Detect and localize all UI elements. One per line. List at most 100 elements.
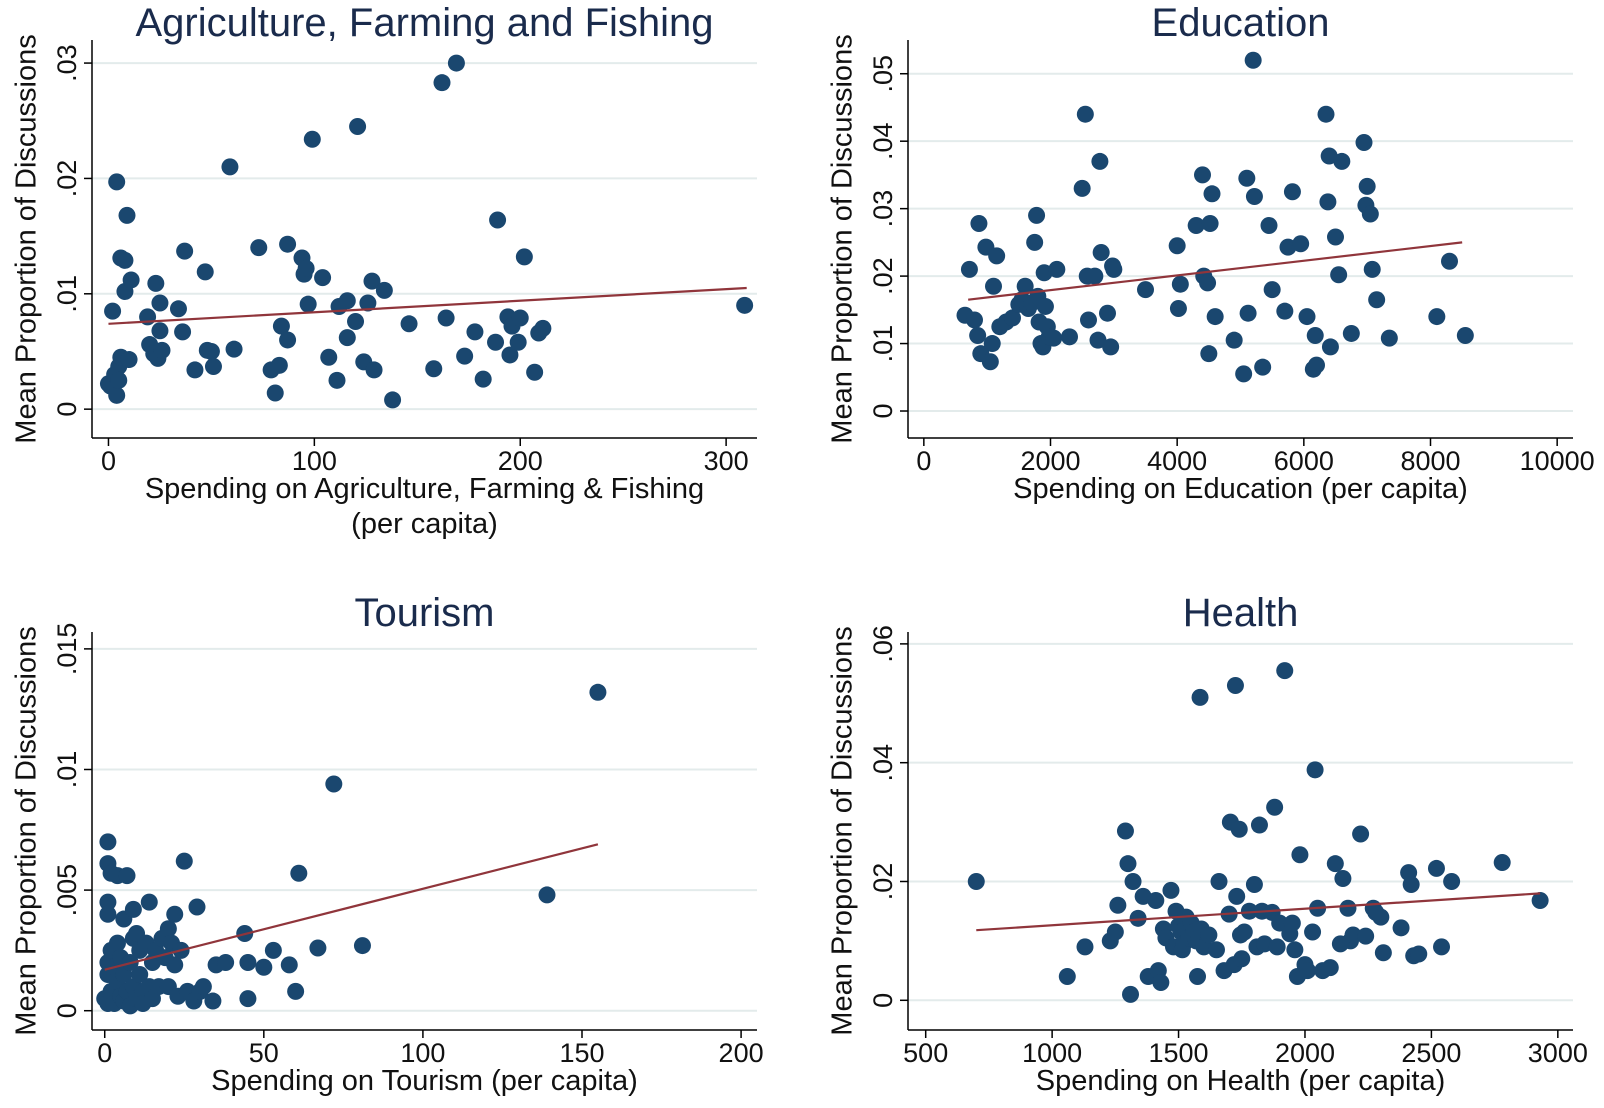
data-point: [1361, 205, 1379, 223]
x-tick-label: 200: [498, 446, 543, 476]
data-point: [147, 274, 165, 292]
data-point: [474, 370, 492, 388]
x-tick-label: 10000: [1520, 446, 1595, 476]
data-point: [110, 371, 128, 389]
data-point: [365, 361, 383, 379]
data-point: [1124, 872, 1142, 890]
data-point: [1260, 217, 1278, 235]
x-tick-label: 300: [704, 446, 749, 476]
data-point: [1061, 328, 1078, 346]
data-point: [1372, 908, 1390, 926]
data-point: [967, 872, 985, 890]
data-point: [1363, 260, 1381, 278]
chart-education: Education 0 .01 .02 .03 .04 .05 0 2000 4000 6000 80…: [827, 1, 1595, 505]
data-point: [511, 309, 529, 327]
data-point: [116, 251, 134, 269]
data-point: [1189, 968, 1207, 986]
data-point: [1286, 941, 1304, 959]
data-point: [433, 74, 451, 92]
x-axis-label: Spending on Agriculture, Farming & Fishi…: [145, 473, 704, 505]
y-axis-label: Mean Proportion of Discussions: [11, 34, 43, 443]
data-point: [338, 292, 356, 310]
data-point: [1200, 926, 1218, 944]
data-point: [1235, 365, 1253, 383]
data-point: [186, 361, 204, 379]
data-point: [99, 893, 117, 911]
data-point: [204, 992, 222, 1010]
data-point: [1076, 938, 1094, 956]
data-point: [1380, 329, 1398, 347]
y-tick-label: .015: [52, 623, 82, 676]
data-point: [239, 990, 257, 1008]
data-point: [151, 294, 169, 312]
data-point: [1402, 875, 1420, 893]
y-tick-label: .02: [52, 160, 82, 198]
x-tick-label: 50: [249, 1038, 279, 1068]
data-point: [1239, 304, 1257, 322]
data-point: [1334, 870, 1352, 888]
data-point: [437, 309, 455, 327]
data-point: [1263, 281, 1281, 299]
chart-title: Tourism: [354, 591, 494, 635]
chart-title: Education: [1152, 1, 1330, 45]
data-point: [1076, 105, 1094, 123]
data-point: [221, 158, 239, 176]
x-tick-label: 150: [559, 1038, 604, 1068]
data-point: [1368, 291, 1386, 309]
data-point: [166, 956, 184, 974]
x-tick-label: 0: [916, 446, 931, 476]
data-point: [1187, 217, 1205, 235]
data-point: [1235, 923, 1253, 941]
data-point: [1254, 358, 1272, 376]
data-point: [176, 242, 194, 260]
data-point: [1306, 761, 1324, 779]
fit-line: [968, 241, 1463, 301]
data-point: [1443, 872, 1461, 890]
data-point: [328, 371, 346, 389]
data-point: [1201, 214, 1219, 232]
x-axis-label: Spending on Health (per capita): [1036, 1065, 1445, 1097]
data-point: [349, 118, 367, 136]
fit-line: [976, 892, 1541, 932]
y-tick-label: .04: [868, 744, 898, 782]
data-point: [108, 173, 126, 191]
data-point: [166, 905, 184, 923]
data-point: [202, 342, 220, 360]
data-point: [1086, 267, 1104, 285]
data-point: [1099, 304, 1116, 322]
data-point: [1036, 297, 1054, 315]
x-tick-label: 500: [903, 1038, 948, 1068]
data-point: [270, 356, 288, 374]
y-tick-label: 0: [868, 404, 898, 419]
data-point: [1230, 820, 1248, 838]
x-tick-label: 0: [97, 1038, 112, 1068]
data-point: [1342, 324, 1360, 342]
data-point: [175, 852, 193, 870]
data-point: [1203, 185, 1221, 203]
data-point: [1427, 859, 1445, 877]
data-point: [250, 239, 268, 257]
data-point: [320, 348, 338, 366]
y-tick-label: 0: [52, 402, 82, 417]
data-point: [151, 322, 169, 340]
data-point: [447, 54, 465, 72]
data-point: [99, 905, 117, 923]
x-axis-label: Spending on Education (per capita): [1013, 473, 1468, 505]
data-point: [985, 277, 1002, 295]
data-point: [425, 360, 443, 378]
data-point: [1080, 311, 1097, 329]
data-point: [297, 259, 315, 277]
data-point: [118, 206, 136, 224]
data-point: [1207, 941, 1225, 959]
data-point: [1200, 345, 1218, 363]
data-point: [159, 920, 177, 938]
fit-line: [104, 843, 599, 971]
data-point: [1089, 331, 1107, 349]
fit-line: [108, 286, 747, 325]
data-point: [1147, 892, 1165, 910]
data-point: [169, 300, 187, 318]
data-point: [280, 956, 298, 974]
data-point: [1240, 902, 1258, 920]
data-point: [1493, 853, 1511, 871]
data-point: [1106, 923, 1124, 941]
